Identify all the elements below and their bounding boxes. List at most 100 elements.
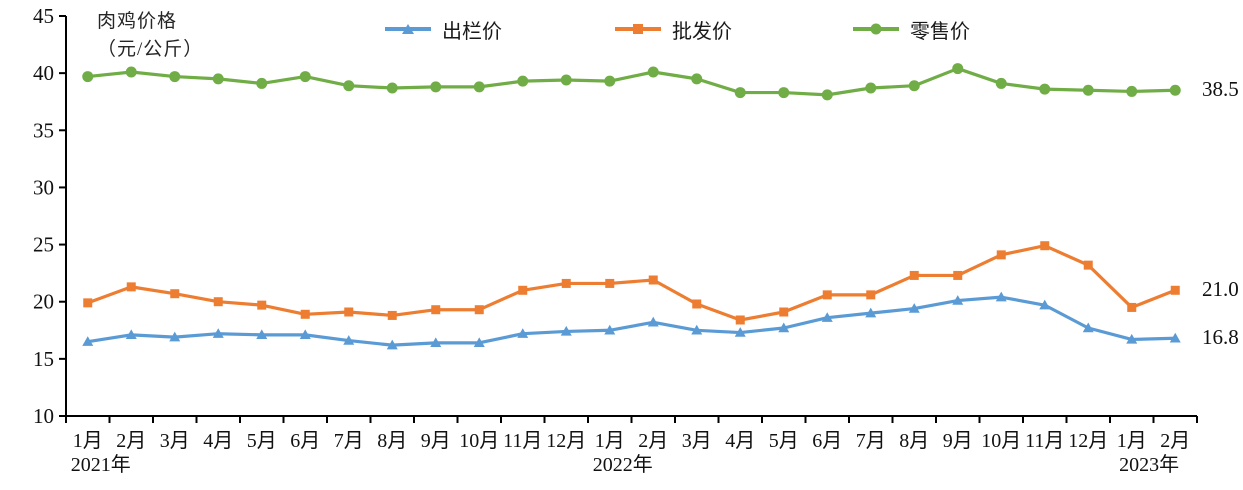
x-axis-month-label: 8月: [899, 430, 929, 452]
data-point-marker: [1039, 299, 1051, 310]
x-axis-month-label: 4月: [725, 430, 755, 452]
data-point-marker: [1039, 83, 1051, 95]
data-point-marker: [604, 75, 616, 87]
legend-item-retail: 零售价: [853, 17, 970, 43]
legend-label-retail: 零售价: [910, 20, 970, 43]
x-axis-month-label: 10月: [981, 430, 1021, 452]
data-point-marker: [866, 290, 876, 300]
x-axis-month-label: 11月: [503, 430, 542, 452]
triangle-marker-icon: [402, 24, 414, 34]
chart-title-line1: 肉鸡价格: [97, 11, 178, 32]
data-point-marker: [1082, 322, 1094, 333]
data-point-marker: [256, 329, 268, 340]
y-axis-tick-label: 30: [33, 175, 54, 199]
legend-item-wholesale: 批发价: [615, 17, 732, 43]
data-point-marker: [734, 327, 746, 337]
series-line-批发价: [86, 244, 1177, 322]
x-axis-month-label: 1月: [73, 430, 103, 452]
x-axis-month-label: 5月: [769, 430, 799, 452]
circle-marker-icon: [870, 23, 882, 35]
x-axis-month-label: 2月: [1160, 430, 1190, 452]
data-point-marker: [996, 250, 1006, 260]
data-point-marker: [343, 80, 355, 92]
data-point-marker: [169, 71, 181, 83]
series-line-零售价: [86, 66, 1177, 97]
data-point-marker: [822, 290, 832, 300]
data-point-marker: [691, 324, 703, 335]
legend-line-farmgate: [385, 24, 431, 34]
legend-item-farmgate: 出栏价: [385, 17, 502, 43]
y-axis-tick-label: 10: [33, 404, 54, 428]
x-axis-month-label: 9月: [421, 430, 451, 452]
x-axis-month-label: 6月: [290, 430, 320, 452]
data-point-marker: [865, 307, 877, 318]
x-axis-month-label: 3月: [160, 430, 190, 452]
data-point-marker: [170, 289, 180, 299]
data-point-marker: [473, 81, 485, 93]
data-point-marker: [779, 307, 789, 317]
data-point-marker: [560, 74, 572, 86]
data-point-marker: [1082, 84, 1094, 96]
y-axis-tick-label: 15: [33, 347, 54, 371]
data-point-marker: [1083, 260, 1093, 270]
data-point-marker: [865, 82, 877, 94]
data-point-marker: [604, 324, 616, 335]
data-point-marker: [952, 63, 964, 75]
y-axis-tick-label: 45: [33, 4, 54, 28]
x-axis-month-label: 1月: [1117, 430, 1147, 452]
x-axis-year-label: 2022年: [593, 453, 653, 476]
data-point-marker: [909, 270, 919, 280]
x-axis-month-label: 1月: [595, 430, 625, 452]
legend-label-farmgate: 出栏价: [442, 20, 502, 43]
data-point-marker: [83, 298, 93, 308]
data-point-marker: [386, 82, 398, 94]
y-axis-tick-label: 35: [33, 118, 54, 142]
data-point-marker: [169, 331, 181, 342]
x-axis-month-label: 12月: [1068, 430, 1108, 452]
data-point-marker: [1040, 241, 1050, 251]
data-point-marker: [1169, 332, 1181, 343]
data-point-marker: [995, 77, 1007, 89]
data-point-marker: [518, 285, 528, 295]
data-point-marker: [1126, 333, 1138, 344]
series-line-出栏价: [86, 295, 1177, 347]
data-point-marker: [995, 291, 1007, 302]
x-axis-month-label: 6月: [812, 430, 842, 452]
end-value-label-farmgate: 16.8: [1202, 325, 1239, 349]
x-axis-month-label: 3月: [682, 430, 712, 452]
data-point-marker: [734, 87, 746, 99]
legend-line-wholesale: [615, 24, 661, 34]
data-point-marker: [561, 278, 571, 288]
data-point-marker: [213, 297, 223, 307]
data-point-marker: [517, 75, 529, 87]
data-point-marker: [1127, 302, 1137, 312]
data-point-marker: [430, 337, 442, 348]
data-point-marker: [212, 73, 224, 85]
x-axis-month-label: 7月: [856, 430, 886, 452]
x-axis-year-label: 2021年: [71, 453, 131, 476]
x-axis-month-label: 12月: [546, 430, 586, 452]
data-point-marker: [1170, 285, 1180, 295]
data-point-marker: [605, 278, 615, 288]
data-point-marker: [778, 322, 790, 333]
data-point-marker: [300, 309, 310, 319]
data-point-marker: [953, 270, 963, 280]
data-point-marker: [560, 325, 572, 336]
data-point-marker: [821, 312, 833, 322]
data-point-marker: [474, 305, 484, 315]
data-point-marker: [344, 307, 354, 317]
data-point-marker: [256, 77, 268, 89]
data-point-marker: [386, 339, 398, 350]
x-axis-month-label: 5月: [247, 430, 277, 452]
data-point-marker: [1126, 85, 1138, 97]
data-point-marker: [647, 66, 659, 78]
data-point-marker: [82, 336, 94, 346]
data-point-marker: [299, 329, 311, 340]
x-axis-month-label: 11月: [1025, 430, 1064, 452]
data-point-marker: [125, 66, 137, 78]
x-axis-month-label: 9月: [943, 430, 973, 452]
chart-title: 肉鸡价格 （元/公斤）: [97, 8, 203, 63]
data-point-marker: [431, 305, 441, 315]
data-point-marker: [778, 87, 790, 99]
